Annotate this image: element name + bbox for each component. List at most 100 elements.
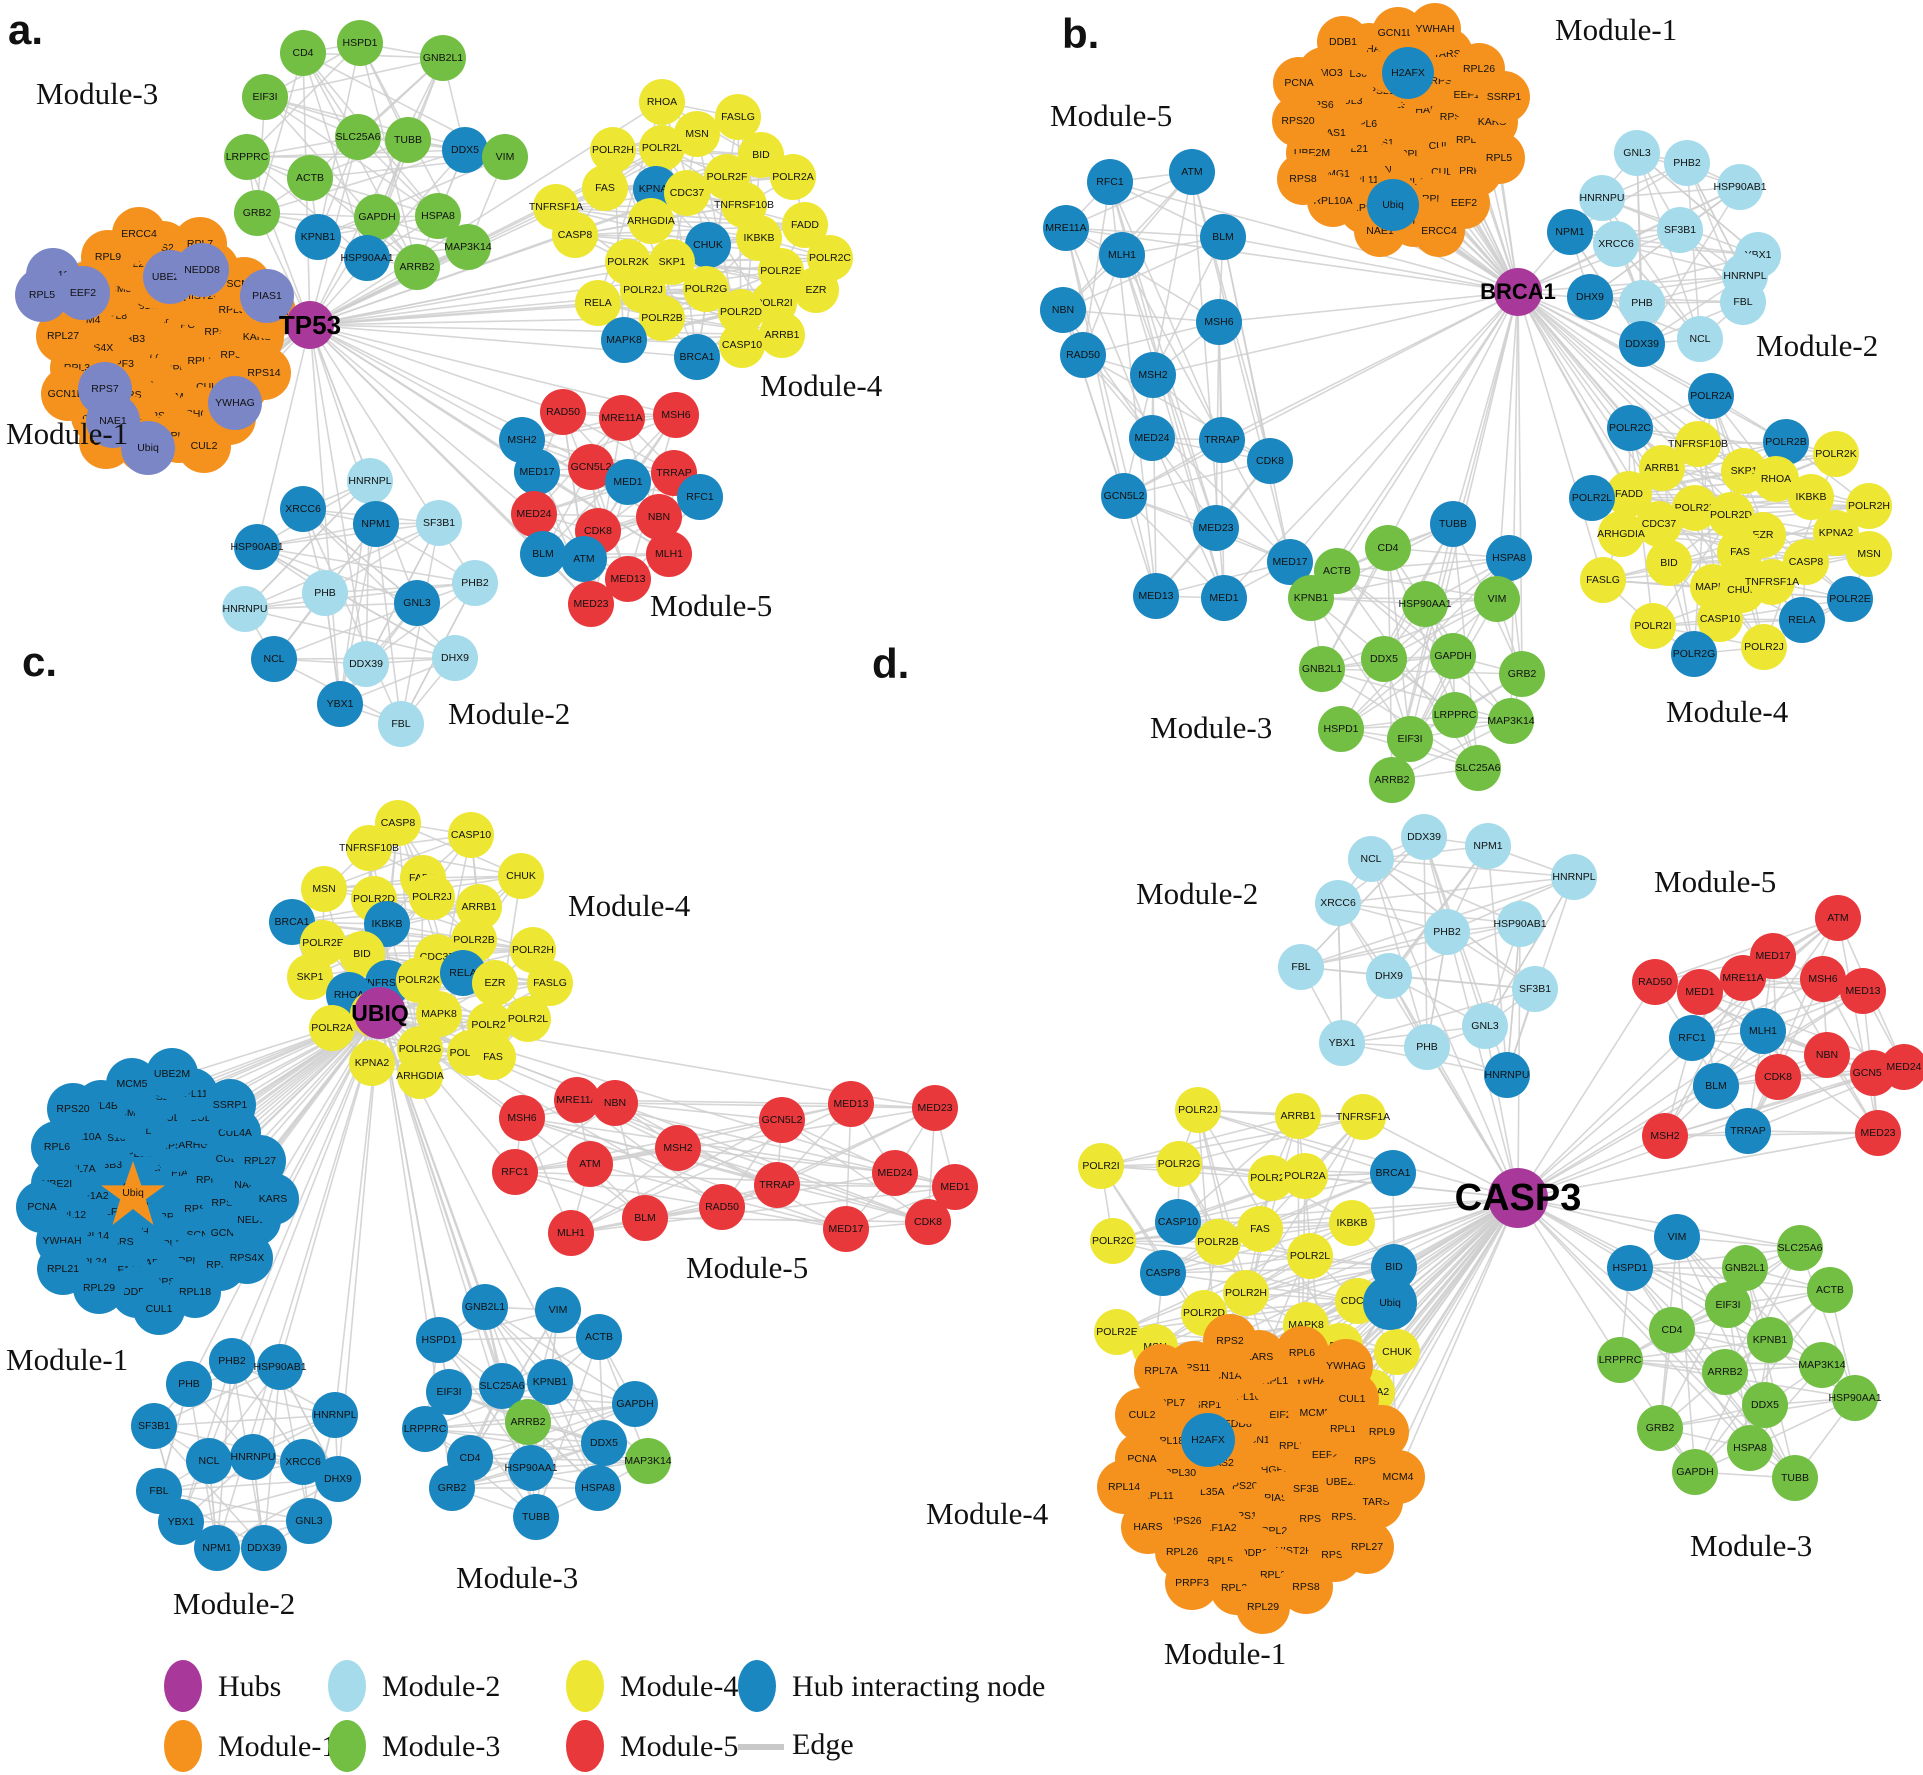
node-kpna2[interactable]: KPNA2 — [349, 1040, 395, 1086]
node-gapdh[interactable]: GAPDH — [612, 1381, 658, 1427]
node-slc25a6[interactable]: SLC25A6 — [335, 114, 381, 160]
node-mcm4[interactable]: MCM4 — [1371, 1450, 1425, 1504]
node-gnl3[interactable]: GNL3 — [1462, 1003, 1508, 1049]
node-rps4x[interactable]: RPS4X — [221, 1232, 273, 1284]
node-cd4[interactable]: CD4 — [1649, 1307, 1695, 1353]
node-ddb1[interactable]: DDB1 — [1317, 16, 1369, 68]
node-arhgdia[interactable]: ARHGDIA — [396, 1053, 444, 1099]
node-hsp90ab1[interactable]: HSP90AB1 — [1493, 901, 1547, 947]
node-msh6[interactable]: MSH6 — [1196, 299, 1242, 345]
node-med1[interactable]: MED1 — [1201, 575, 1247, 621]
node-rpl29[interactable]: RPL29 — [73, 1262, 125, 1314]
node-med23[interactable]: MED23 — [568, 581, 614, 627]
node-hnrnpu[interactable]: HNRNPU — [1579, 175, 1625, 221]
node-msh6[interactable]: MSH6 — [499, 1095, 545, 1141]
node-dhx9[interactable]: DHX9 — [315, 1456, 361, 1502]
node-ddx39[interactable]: DDX39 — [1619, 321, 1665, 367]
node-pcna[interactable]: PCNA — [16, 1181, 68, 1233]
node-polr2g[interactable]: POLR2G — [1156, 1141, 1202, 1187]
node-ube2m[interactable]: UBE2M — [146, 1048, 198, 1100]
node-rpl14[interactable]: RPL14 — [1097, 1460, 1151, 1514]
node-kpnb1[interactable]: KPNB1 — [1288, 575, 1334, 621]
node-nbn[interactable]: NBN — [592, 1080, 638, 1126]
node-rfc1[interactable]: RFC1 — [1087, 159, 1133, 205]
node-polr2g[interactable]: POLR2G — [1671, 631, 1717, 677]
node-fas[interactable]: FAS — [1237, 1206, 1283, 1252]
node-polr2i[interactable]: POLR2I — [1630, 603, 1676, 649]
node-ywhag[interactable]: YWHAG — [1319, 1339, 1373, 1393]
node-eef2[interactable]: EEF2 — [56, 266, 110, 320]
node-vim[interactable]: VIM — [535, 1287, 581, 1333]
node-rps8[interactable]: RPS8 — [1277, 153, 1329, 205]
node-trrap[interactable]: TRRAP — [1725, 1108, 1771, 1154]
node-tubb[interactable]: TUBB — [385, 117, 431, 163]
node-sf3b1[interactable]: SF3B1 — [1512, 966, 1558, 1012]
node-rfc1[interactable]: RFC1 — [677, 474, 723, 520]
node-map3k14[interactable]: MAP3K14 — [444, 224, 492, 270]
node-polr2a[interactable]: POLR2A — [309, 1005, 355, 1051]
node-gnb2l1[interactable]: GNB2L1 — [462, 1284, 508, 1330]
node-lrpprc[interactable]: LRPPRC — [1597, 1337, 1643, 1383]
node-mlh1[interactable]: MLH1 — [1740, 1008, 1786, 1054]
node-cd4[interactable]: CD4 — [280, 30, 326, 76]
node-hspd1[interactable]: HSPD1 — [337, 20, 383, 66]
node-ddx39[interactable]: DDX39 — [1401, 814, 1447, 860]
node-msn[interactable]: MSN — [1846, 531, 1892, 577]
node-kpnb1[interactable]: KPNB1 — [295, 214, 341, 260]
node-med13[interactable]: MED13 — [828, 1081, 874, 1127]
node-ywhag[interactable]: YWHAG — [208, 376, 262, 430]
node-slc25a6[interactable]: SLC25A6 — [1455, 745, 1501, 791]
node-med24[interactable]: MED24 — [872, 1150, 918, 1196]
node-ubiq[interactable]: Ubiq — [1367, 179, 1419, 231]
node-grb2[interactable]: GRB2 — [234, 190, 280, 236]
node-mapk8[interactable]: MAPK8 — [601, 317, 647, 363]
node-polr2j[interactable]: POLR2J — [1741, 624, 1787, 670]
node-npm1[interactable]: NPM1 — [353, 501, 399, 547]
node-skp1[interactable]: SKP1 — [287, 954, 333, 1000]
node-mre11a[interactable]: MRE11A — [1043, 205, 1089, 251]
node-brca1[interactable]: BRCA1 — [674, 334, 720, 380]
node-med23[interactable]: MED23 — [1193, 505, 1239, 551]
node-casp8[interactable]: CASP8 — [552, 212, 598, 258]
node-chuk[interactable]: CHUK — [1374, 1329, 1420, 1375]
node-msh2[interactable]: MSH2 — [1642, 1113, 1688, 1159]
node-gcn5l2[interactable]: GCN5L2 — [759, 1097, 805, 1143]
node-chuk[interactable]: CHUK — [498, 853, 544, 899]
node-hnrnpl[interactable]: HNRNPL — [1551, 854, 1597, 900]
hub-ubiq[interactable]: UBIQ — [351, 987, 409, 1039]
node-ddx5[interactable]: DDX5 — [581, 1420, 627, 1466]
node-trrap[interactable]: TRRAP — [754, 1162, 800, 1208]
node-ddx39[interactable]: DDX39 — [241, 1525, 287, 1571]
node-phb[interactable]: PHB — [302, 570, 348, 616]
node-rela[interactable]: RELA — [1779, 597, 1825, 643]
node-phb[interactable]: PHB — [1404, 1024, 1450, 1070]
node-cdc37[interactable]: CDC37 — [664, 170, 710, 216]
node-fbl[interactable]: FBL — [1720, 279, 1766, 325]
node-eif3i[interactable]: EIF3I — [1387, 716, 1433, 762]
node-blm[interactable]: BLM — [622, 1195, 668, 1241]
node-vim[interactable]: VIM — [1654, 1214, 1700, 1260]
node-med17[interactable]: MED17 — [823, 1206, 869, 1252]
node-ddx5[interactable]: DDX5 — [1742, 1382, 1788, 1428]
node-grb2[interactable]: GRB2 — [1499, 651, 1545, 697]
node-ddx39[interactable]: DDX39 — [343, 641, 389, 687]
node-sf3b1[interactable]: SF3B1 — [131, 1403, 177, 1449]
node-ikbkb[interactable]: IKBKB — [1329, 1200, 1375, 1246]
node-vim[interactable]: VIM — [1474, 576, 1520, 622]
node-msh6[interactable]: MSH6 — [653, 392, 699, 438]
node-hsp90ab1[interactable]: HSP90AB1 — [253, 1344, 307, 1390]
node-med1[interactable]: MED1 — [1677, 969, 1723, 1015]
node-hsp90aa1[interactable]: HSP90AA1 — [1828, 1375, 1882, 1421]
node-npm1[interactable]: NPM1 — [194, 1525, 240, 1571]
node-polr2l[interactable]: POLR2L — [1569, 475, 1615, 521]
node-ybx1[interactable]: YBX1 — [1319, 1020, 1365, 1066]
node-polr2l[interactable]: POLR2L — [639, 125, 685, 171]
node-mlh1[interactable]: MLH1 — [1099, 232, 1145, 278]
node-nbn[interactable]: NBN — [1804, 1032, 1850, 1078]
node-ssrp1[interactable]: SSRP1 — [1478, 71, 1530, 123]
node-ssrp1[interactable]: SSRP1 — [204, 1079, 256, 1131]
node-tnfrsf1a[interactable]: TNFRSF1A — [1336, 1094, 1390, 1140]
node-grb2[interactable]: GRB2 — [1637, 1405, 1683, 1451]
node-casp10[interactable]: CASP10 — [1155, 1199, 1201, 1245]
node-hnrnpl[interactable]: HNRNPL — [312, 1392, 358, 1438]
